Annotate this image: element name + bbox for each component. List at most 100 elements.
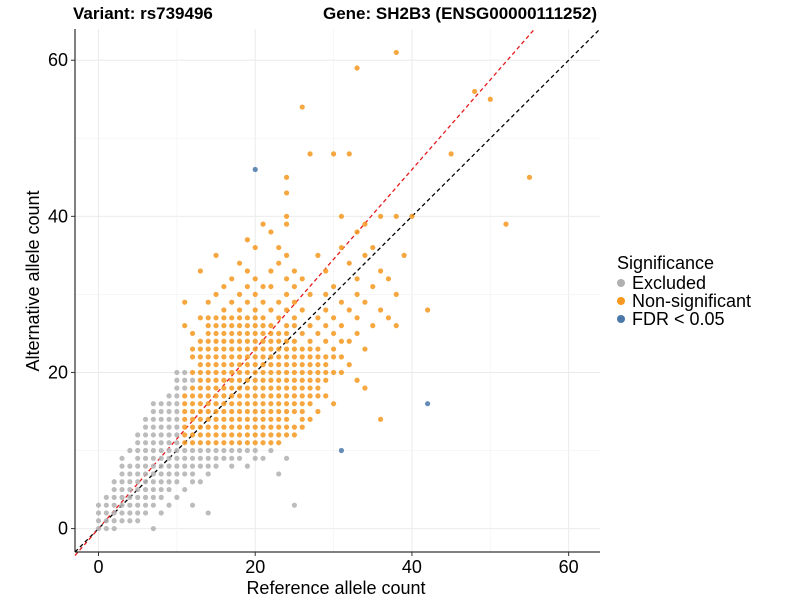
point-excluded [236,447,243,454]
chart-title-gene: Gene: SH2B3 (ENSG00000111252) [323,4,598,23]
point-non-significant [276,424,282,430]
point-non-significant [307,323,313,329]
point-non-significant [213,416,219,422]
point-non-significant [229,276,235,282]
point-excluded [158,432,164,438]
point-non-significant [307,377,313,383]
point-non-significant [323,369,329,376]
point-excluded [150,424,156,430]
point-non-significant [330,354,337,360]
point-non-significant [291,346,298,352]
x-tick-label: 20 [245,557,265,577]
grid-lines [75,29,600,552]
point-non-significant [205,338,211,344]
point-non-significant [307,369,313,376]
point-non-significant [283,385,290,391]
point-excluded [174,432,180,438]
point-excluded [150,463,156,469]
point-excluded [142,455,149,461]
point-excluded [174,471,180,477]
point-excluded [166,408,172,415]
point-non-significant [268,408,274,415]
point-excluded [150,401,156,407]
point-non-significant [268,393,274,399]
point-excluded [142,424,149,430]
point-non-significant [252,385,258,391]
point-excluded [252,447,258,454]
legend-item-fdr: FDR < 0.05 [617,310,751,328]
point-non-significant [283,276,290,282]
point-non-significant [236,369,243,376]
point-non-significant [205,385,211,391]
point-excluded [119,463,125,469]
reference-lines [74,28,601,556]
point-non-significant [268,385,274,391]
point-excluded [150,479,156,485]
point-non-significant [260,299,266,305]
point-non-significant [252,330,258,337]
point-non-significant [268,416,274,422]
point-non-significant [229,416,235,422]
point-non-significant [283,408,290,415]
point-non-significant [229,432,235,438]
point-non-significant [315,252,321,258]
point-non-significant [268,432,274,438]
point-non-significant [182,393,188,399]
point-non-significant [244,401,250,407]
point-non-significant [299,330,305,337]
point-excluded [197,455,203,461]
point-non-significant [260,323,266,329]
point-non-significant [526,174,533,180]
point-non-significant [299,377,305,383]
point-non-significant [260,330,266,337]
point-non-significant [283,377,290,383]
point-non-significant [283,338,290,344]
point-non-significant [291,385,298,391]
point-non-significant [213,354,219,360]
point-excluded [150,525,156,532]
point-non-significant [291,323,298,329]
point-non-significant [283,174,290,180]
point-non-significant [229,393,235,399]
point-non-significant [268,338,274,344]
point-non-significant [244,432,250,438]
point-non-significant [362,221,368,227]
point-excluded [111,510,117,516]
point-non-significant [276,440,282,446]
point-non-significant [197,432,203,438]
point-non-significant [268,377,274,383]
point-non-significant [276,260,282,266]
point-non-significant [260,385,266,391]
point-non-significant [252,338,258,344]
point-non-significant [315,385,321,391]
point-non-significant [283,362,290,368]
point-excluded [197,479,203,485]
point-non-significant [260,354,266,360]
point-non-significant [315,330,321,337]
point-non-significant [283,330,290,337]
point-non-significant [213,323,219,329]
point-non-significant [244,385,250,391]
point-non-significant [307,393,313,399]
point-non-significant [260,432,266,438]
point-non-significant [213,432,219,438]
point-non-significant [291,424,298,430]
point-non-significant [205,330,211,337]
point-non-significant [244,424,250,430]
point-non-significant [244,408,250,415]
point-non-significant [260,416,266,422]
point-non-significant [236,315,243,321]
point-excluded [166,463,172,469]
point-excluded [119,471,125,477]
point-excluded [174,416,180,422]
point-non-significant [236,260,243,266]
point-non-significant [425,307,431,313]
point-non-significant [229,354,235,360]
point-non-significant [291,338,298,344]
point-non-significant [299,104,305,110]
point-excluded [205,455,211,461]
point-non-significant [260,401,266,407]
y-axis-label: Alternative allele count [23,190,43,371]
point-excluded [142,502,149,508]
point-non-significant [268,283,274,290]
